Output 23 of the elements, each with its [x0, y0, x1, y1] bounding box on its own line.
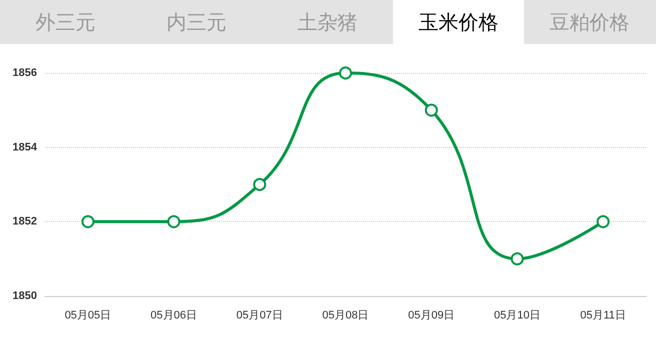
text: 豆粕价格 [548, 8, 630, 36]
y-tick-label: 1850 [12, 290, 37, 302]
point [167, 215, 180, 228]
y-tick-label: 1852 [12, 216, 37, 228]
x-tick-label: 05月11日 [580, 310, 626, 322]
point [81, 215, 94, 228]
point [339, 66, 352, 80]
x-tick-label: 05月08日 [322, 310, 369, 322]
text: 玉米价格 [393, 0, 524, 44]
y-tick-label: 1856 [12, 67, 37, 79]
x-tick-label: 05月09日 [408, 310, 455, 322]
text: 土杂猪 [296, 8, 358, 36]
y-tick-label: 1854 [12, 141, 38, 154]
text: 内三元 [166, 8, 228, 36]
point [424, 104, 438, 117]
text: 外三元 [34, 8, 96, 36]
x-tick-label: 05月06日 [150, 310, 198, 322]
x-tick-label: 05月10日 [494, 310, 540, 322]
x-tick-label: 05月05日 [64, 310, 112, 322]
point [253, 178, 266, 191]
point [596, 215, 610, 228]
x-tick-label: 05月07日 [236, 310, 283, 322]
point [510, 252, 524, 266]
